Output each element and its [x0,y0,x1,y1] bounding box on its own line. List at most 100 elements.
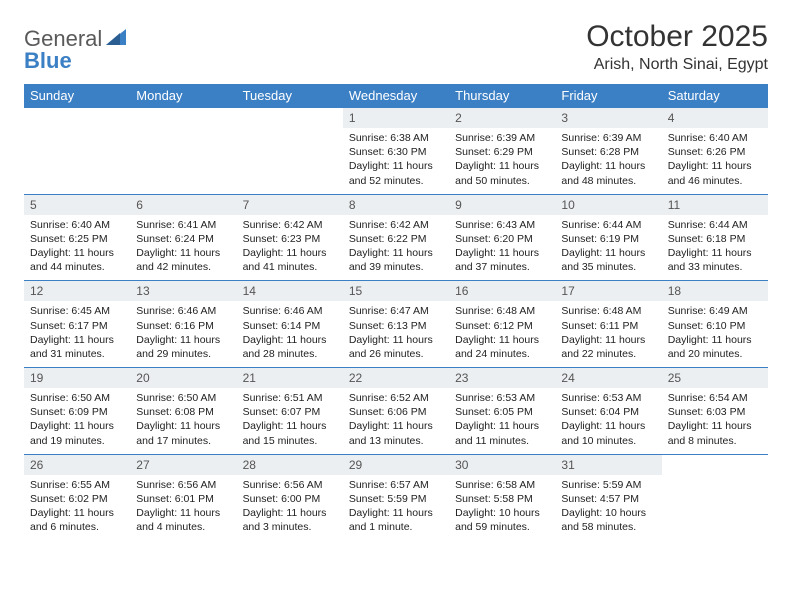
calendar-cell: 30Sunrise: 6:58 AMSunset: 5:58 PMDayligh… [449,454,555,540]
day-number: 3 [555,108,661,128]
day-info: Sunrise: 6:38 AMSunset: 6:30 PMDaylight:… [343,128,449,194]
calendar-cell [130,108,236,195]
calendar-cell: 13Sunrise: 6:46 AMSunset: 6:16 PMDayligh… [130,281,236,368]
day-info: Sunrise: 6:45 AMSunset: 6:17 PMDaylight:… [24,301,130,367]
day-info: Sunrise: 6:58 AMSunset: 5:58 PMDaylight:… [449,475,555,541]
day-number: 8 [343,195,449,215]
calendar-cell: 28Sunrise: 6:56 AMSunset: 6:00 PMDayligh… [237,454,343,540]
weekday-wed: Wednesday [343,84,449,108]
calendar-cell: 24Sunrise: 6:53 AMSunset: 6:04 PMDayligh… [555,368,661,455]
weekday-sat: Saturday [662,84,768,108]
header: General October 2025 Arish, North Sinai,… [24,20,768,74]
day-info: Sunrise: 6:40 AMSunset: 6:25 PMDaylight:… [24,215,130,281]
day-info: Sunrise: 6:56 AMSunset: 6:01 PMDaylight:… [130,475,236,541]
calendar-cell: 9Sunrise: 6:43 AMSunset: 6:20 PMDaylight… [449,194,555,281]
weekday-mon: Monday [130,84,236,108]
logo-text-2: Blue [24,48,72,73]
day-number: 11 [662,195,768,215]
day-number: 9 [449,195,555,215]
weekday-sun: Sunday [24,84,130,108]
calendar-cell: 26Sunrise: 6:55 AMSunset: 6:02 PMDayligh… [24,454,130,540]
day-info: Sunrise: 6:50 AMSunset: 6:08 PMDaylight:… [130,388,236,454]
calendar-cell: 29Sunrise: 6:57 AMSunset: 5:59 PMDayligh… [343,454,449,540]
day-number: 24 [555,368,661,388]
day-info: Sunrise: 6:39 AMSunset: 6:28 PMDaylight:… [555,128,661,194]
day-number: 31 [555,455,661,475]
day-info: Sunrise: 6:51 AMSunset: 6:07 PMDaylight:… [237,388,343,454]
title-block: October 2025 Arish, North Sinai, Egypt [586,20,768,74]
logo-triangle-icon [106,29,126,50]
calendar-cell: 3Sunrise: 6:39 AMSunset: 6:28 PMDaylight… [555,108,661,195]
logo-line2: Blue [24,48,72,74]
calendar-table: Sunday Monday Tuesday Wednesday Thursday… [24,84,768,540]
day-info: Sunrise: 6:48 AMSunset: 6:12 PMDaylight:… [449,301,555,367]
day-number: 30 [449,455,555,475]
day-info: Sunrise: 6:42 AMSunset: 6:23 PMDaylight:… [237,215,343,281]
calendar-cell [662,454,768,540]
day-info: Sunrise: 6:50 AMSunset: 6:09 PMDaylight:… [24,388,130,454]
calendar-cell: 12Sunrise: 6:45 AMSunset: 6:17 PMDayligh… [24,281,130,368]
day-number: 19 [24,368,130,388]
calendar-cell: 20Sunrise: 6:50 AMSunset: 6:08 PMDayligh… [130,368,236,455]
day-info: Sunrise: 6:49 AMSunset: 6:10 PMDaylight:… [662,301,768,367]
calendar-cell: 21Sunrise: 6:51 AMSunset: 6:07 PMDayligh… [237,368,343,455]
day-info: Sunrise: 6:43 AMSunset: 6:20 PMDaylight:… [449,215,555,281]
day-info: Sunrise: 6:44 AMSunset: 6:19 PMDaylight:… [555,215,661,281]
day-number: 10 [555,195,661,215]
calendar-cell: 7Sunrise: 6:42 AMSunset: 6:23 PMDaylight… [237,194,343,281]
calendar-cell: 19Sunrise: 6:50 AMSunset: 6:09 PMDayligh… [24,368,130,455]
weekday-fri: Friday [555,84,661,108]
day-number: 2 [449,108,555,128]
day-info: Sunrise: 6:44 AMSunset: 6:18 PMDaylight:… [662,215,768,281]
calendar-cell: 8Sunrise: 6:42 AMSunset: 6:22 PMDaylight… [343,194,449,281]
calendar-cell: 15Sunrise: 6:47 AMSunset: 6:13 PMDayligh… [343,281,449,368]
day-number: 5 [24,195,130,215]
day-number: 28 [237,455,343,475]
day-number: 29 [343,455,449,475]
weekday-row: Sunday Monday Tuesday Wednesday Thursday… [24,84,768,108]
calendar-cell: 31Sunrise: 5:59 AMSunset: 4:57 PMDayligh… [555,454,661,540]
day-number: 14 [237,281,343,301]
day-info: Sunrise: 6:52 AMSunset: 6:06 PMDaylight:… [343,388,449,454]
calendar-week: 19Sunrise: 6:50 AMSunset: 6:09 PMDayligh… [24,368,768,455]
day-info: Sunrise: 6:46 AMSunset: 6:16 PMDaylight:… [130,301,236,367]
calendar-week: 12Sunrise: 6:45 AMSunset: 6:17 PMDayligh… [24,281,768,368]
day-number: 22 [343,368,449,388]
day-info: Sunrise: 6:55 AMSunset: 6:02 PMDaylight:… [24,475,130,541]
day-number: 21 [237,368,343,388]
calendar-cell: 6Sunrise: 6:41 AMSunset: 6:24 PMDaylight… [130,194,236,281]
day-number: 1 [343,108,449,128]
day-info: Sunrise: 6:41 AMSunset: 6:24 PMDaylight:… [130,215,236,281]
day-number: 26 [24,455,130,475]
day-info: Sunrise: 6:47 AMSunset: 6:13 PMDaylight:… [343,301,449,367]
calendar-cell [24,108,130,195]
calendar-cell: 4Sunrise: 6:40 AMSunset: 6:26 PMDaylight… [662,108,768,195]
calendar-week: 1Sunrise: 6:38 AMSunset: 6:30 PMDaylight… [24,108,768,195]
day-info: Sunrise: 6:56 AMSunset: 6:00 PMDaylight:… [237,475,343,541]
day-number: 12 [24,281,130,301]
calendar-cell: 25Sunrise: 6:54 AMSunset: 6:03 PMDayligh… [662,368,768,455]
day-info: Sunrise: 6:53 AMSunset: 6:05 PMDaylight:… [449,388,555,454]
weekday-tue: Tuesday [237,84,343,108]
calendar-cell: 22Sunrise: 6:52 AMSunset: 6:06 PMDayligh… [343,368,449,455]
day-number: 23 [449,368,555,388]
day-info: Sunrise: 6:46 AMSunset: 6:14 PMDaylight:… [237,301,343,367]
calendar-cell: 23Sunrise: 6:53 AMSunset: 6:05 PMDayligh… [449,368,555,455]
day-info: Sunrise: 6:39 AMSunset: 6:29 PMDaylight:… [449,128,555,194]
day-info: Sunrise: 6:54 AMSunset: 6:03 PMDaylight:… [662,388,768,454]
calendar-week: 5Sunrise: 6:40 AMSunset: 6:25 PMDaylight… [24,194,768,281]
day-info: Sunrise: 6:42 AMSunset: 6:22 PMDaylight:… [343,215,449,281]
weekday-thu: Thursday [449,84,555,108]
calendar-cell: 2Sunrise: 6:39 AMSunset: 6:29 PMDaylight… [449,108,555,195]
day-number: 7 [237,195,343,215]
calendar-cell: 11Sunrise: 6:44 AMSunset: 6:18 PMDayligh… [662,194,768,281]
day-info: Sunrise: 6:57 AMSunset: 5:59 PMDaylight:… [343,475,449,541]
day-info: Sunrise: 6:40 AMSunset: 6:26 PMDaylight:… [662,128,768,194]
day-number: 18 [662,281,768,301]
calendar-cell [237,108,343,195]
calendar-cell: 27Sunrise: 6:56 AMSunset: 6:01 PMDayligh… [130,454,236,540]
calendar-cell: 5Sunrise: 6:40 AMSunset: 6:25 PMDaylight… [24,194,130,281]
calendar-cell: 18Sunrise: 6:49 AMSunset: 6:10 PMDayligh… [662,281,768,368]
day-number: 13 [130,281,236,301]
calendar-cell: 1Sunrise: 6:38 AMSunset: 6:30 PMDaylight… [343,108,449,195]
